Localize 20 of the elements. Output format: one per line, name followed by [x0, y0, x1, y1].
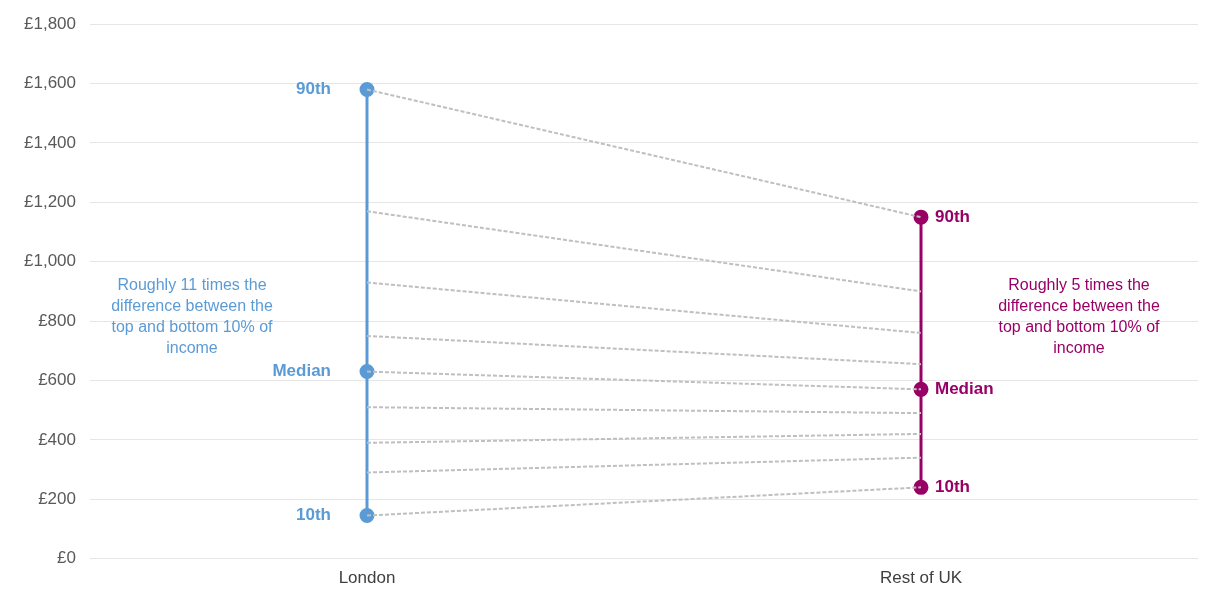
annotation: 90th: [296, 79, 331, 99]
y-tick-label: £800: [38, 310, 76, 330]
x-tick-label: London: [338, 568, 396, 588]
y-tick-label: £0: [57, 548, 76, 568]
y-tick-label: £1,600: [24, 73, 76, 93]
annotation: Roughly 11 times the difference between the top and bottom 10% of income: [110, 274, 274, 358]
y-tick-label: £1,200: [24, 192, 76, 212]
annotation: 90th: [935, 206, 970, 226]
y-tick-label: £1,800: [24, 13, 76, 33]
y-tick-label: £600: [38, 370, 76, 390]
annotation: Median: [935, 379, 994, 399]
annotation: Roughly 5 times the difference between the top and bottom 10% of income: [997, 274, 1161, 358]
y-tick-label: £400: [38, 429, 76, 449]
y-tick-label: £1,400: [24, 132, 76, 152]
x-tick-label: Rest of UK: [879, 568, 963, 588]
y-tick-label: £200: [38, 488, 76, 508]
annotation: Median: [272, 361, 331, 381]
annotation: 10th: [296, 505, 331, 525]
y-tick-label: £1,000: [24, 251, 76, 271]
annotation: 10th: [935, 477, 970, 497]
